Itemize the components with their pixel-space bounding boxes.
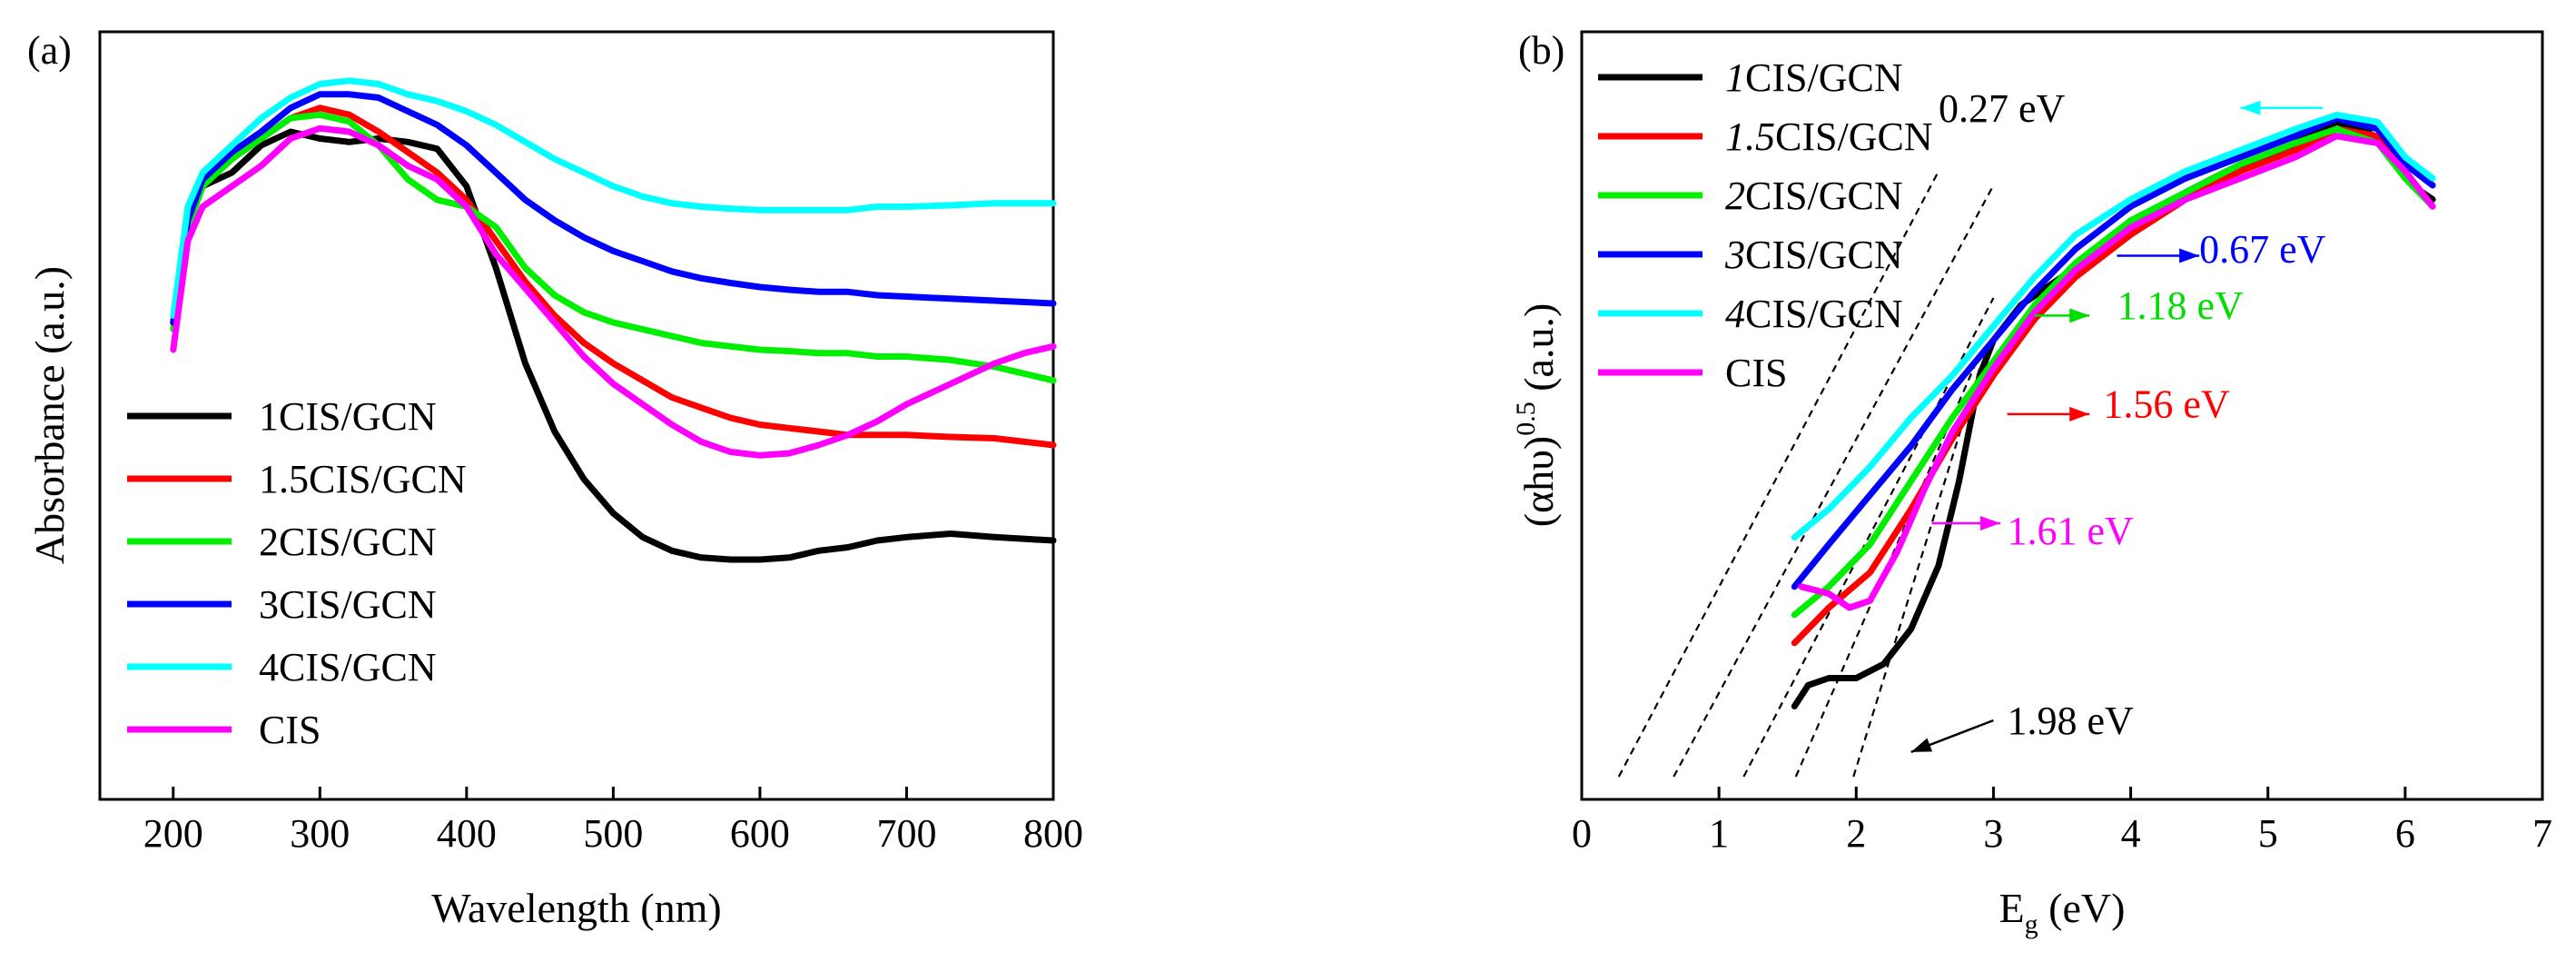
panel-a: (a) 200 300 400 500 600 700 800 Wavelength (nm… [26, 28, 1083, 931]
panel-b-x-tick-label: 4 [2121, 811, 2141, 856]
panel-b-series [1791, 112, 2436, 709]
panel-b-annotations: 0.27 eV 0.67 eV 1.18 eV 1.56 eV 1.61 eV 1.98 … [1910, 86, 2326, 754]
panel-a-series-3cis-gcn [170, 91, 1057, 326]
panel-b-annotation-arrowhead [1910, 738, 1933, 752]
panel-a-x-tick-label: 600 [730, 811, 790, 856]
panel-b-legend-label: 1.5CIS/GCN [1725, 114, 1933, 159]
panel-b-series-4cis-gcn [1791, 112, 2436, 541]
panel-a-series [170, 77, 1057, 563]
panel-b-annotation-label: 0.67 eV [2199, 227, 2326, 272]
panel-a-x-tick-label: 800 [1023, 811, 1083, 856]
panel-b-series-2cis-gcn [1791, 125, 2436, 619]
panel-b-annotation-label: 1.56 eV [2103, 382, 2230, 426]
panel-b-tangent-line [1673, 184, 1995, 778]
panel-b-annotation-label: 1.98 eV [2008, 699, 2135, 743]
panel-b-legend-label: 1CIS/GCN [1725, 55, 1903, 100]
panel-b-x-ticks: 0 1 2 3 4 5 6 7 [1572, 787, 2552, 856]
panel-b-legend-label: 4CIS/GCN [1725, 292, 1903, 336]
panel-b-x-tick-label: 5 [2258, 811, 2278, 856]
panel-a-legend-label: CIS [259, 708, 321, 752]
panel-a-frame [98, 30, 1055, 801]
panel-b-legend-label: CIS [1725, 351, 1787, 395]
panel-b-series-3cis-gcn [1791, 114, 2436, 590]
panel-b-annotation-label: 0.27 eV [1939, 86, 2066, 131]
panel-b-x-axis-label: Eg (eV) [1999, 885, 2126, 939]
panel-a-x-tick-label: 700 [876, 811, 936, 856]
panel-b-legend: 1CIS/GCN 1.5CIS/GCN 2CIS/GCN 3CIS/GCN 4CIS/G… [1598, 55, 1933, 395]
panel-b-annotation-arrowhead [2240, 100, 2261, 115]
panel-b-x-tick-label: 6 [2395, 811, 2415, 856]
panel-b-series-1-5cis-gcn [1791, 125, 2436, 647]
panel-a-legend-label: 1.5CIS/GCN [259, 457, 467, 501]
panel-b-series-1cis-gcn [1791, 118, 2436, 709]
panel-b-label: (b) [1518, 28, 1564, 73]
panel-a-x-tick-label: 400 [437, 811, 497, 856]
panel-a-legend-label: 4CIS/GCN [259, 645, 437, 689]
panel-b-annotation-arrowhead [2069, 406, 2090, 421]
panel-a-series-2cis-gcn [170, 111, 1057, 384]
panel-a-x-ticks: 200 300 400 500 600 700 800 [143, 787, 1083, 856]
panel-a-series-4cis-gcn [170, 77, 1057, 319]
panel-b-legend-label: 2CIS/GCN [1725, 174, 1903, 218]
panel-a-y-axis-label: Absorbance (a.u.) [26, 266, 73, 564]
panel-b-series-cis [1798, 133, 2436, 611]
panel-b-annotation-label: 1.18 eV [2117, 283, 2244, 328]
panel-a-series-1cis-gcn [170, 128, 1057, 563]
panel-b-frame [1580, 30, 2544, 801]
panel-a-x-tick-label: 200 [143, 811, 203, 856]
panel-a-series-cis [170, 124, 1057, 459]
panel-b-x-tick-label: 7 [2532, 811, 2552, 856]
panel-a-x-tick-label: 500 [583, 811, 643, 856]
panel-a-legend-label: 1CIS/GCN [259, 394, 437, 439]
panel-b-annotation-arrowhead [2069, 308, 2090, 323]
panel-a-x-tick-label: 300 [290, 811, 350, 856]
panel-b-annotation-label: 1.61 eV [2008, 509, 2135, 553]
panel-a-legend: 1CIS/GCN 1.5CIS/GCN 2CIS/GCN 3CIS/GCN 4CIS/G… [127, 394, 467, 752]
panel-b-x-tick-label: 0 [1572, 811, 1592, 856]
panel-b-y-axis-label: (αhυ)0.5 (a.u.) [1511, 303, 1562, 528]
panel-b-x-tick-label: 3 [1983, 811, 2003, 856]
panel-b-legend-label: 3CIS/GCN [1724, 233, 1903, 277]
panel-b-x-tick-label: 1 [1709, 811, 1729, 856]
panel-a-legend-label: 3CIS/GCN [259, 582, 437, 627]
panel-b: (b) 0 1 2 3 4 5 6 7 0.27 eV 0.67 eV 1.18 eV 1.56 e… [1511, 28, 2552, 939]
panel-b-annotation-arrowhead [1980, 516, 2000, 531]
panel-a-x-axis-label: Wavelength (nm) [431, 885, 721, 931]
panel-a-label: (a) [27, 28, 72, 73]
panel-a-legend-label: 2CIS/GCN [259, 520, 437, 564]
panel-b-tangent-line [1852, 368, 1981, 778]
panel-b-annotation-arrowhead [2179, 248, 2200, 263]
panel-b-x-tick-label: 2 [1846, 811, 1866, 856]
